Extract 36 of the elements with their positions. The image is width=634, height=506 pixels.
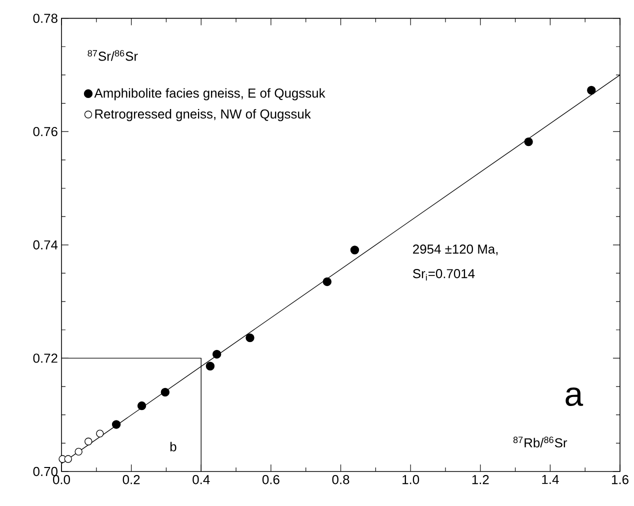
point xyxy=(137,401,146,410)
annotation: a xyxy=(566,387,584,406)
x-tick-label: 1.4 xyxy=(542,475,559,484)
point xyxy=(74,448,82,456)
x-axis-title: $^{87}$Rb/$^{86}$Sr xyxy=(513,436,568,448)
point xyxy=(212,350,222,359)
legend-label: Amphibolite facies gneiss, E of Qugssuk xyxy=(94,88,326,100)
x-tick-label: 0.4 xyxy=(192,475,210,484)
point xyxy=(64,455,72,463)
y-axis-title: $^{87}$Sr/$^{86}$Sr xyxy=(88,50,138,61)
point xyxy=(350,246,360,254)
x-tick-label: 0.2 xyxy=(122,475,140,484)
point xyxy=(246,333,254,342)
annotation: 2954 ±120 Ma, xyxy=(413,244,498,256)
y-tick-label: 0.72 xyxy=(33,354,58,363)
point xyxy=(206,362,215,370)
x-tick-label: 1.2 xyxy=(472,475,489,484)
x-tick-label: 0.6 xyxy=(262,475,280,484)
y-tick-label: 0.76 xyxy=(33,127,58,136)
point xyxy=(112,420,121,429)
y-tick-label: 0.74 xyxy=(33,240,58,250)
y-tick-label: 0.78 xyxy=(33,14,58,23)
y-tick-label: 0.70 xyxy=(33,466,58,476)
point xyxy=(524,137,533,146)
legend-label: Retrogressed gneiss, NW of Qugssuk xyxy=(95,109,311,122)
annotation: Sr$_{i}$=0.7014 xyxy=(413,269,475,281)
point xyxy=(84,438,92,446)
x-tick-label: 0.8 xyxy=(332,475,350,484)
annotation: b xyxy=(170,442,176,452)
x-tick-label: 1.6 xyxy=(612,475,628,484)
x-tick-label: 1.0 xyxy=(402,475,420,484)
point xyxy=(96,430,104,438)
point xyxy=(587,86,596,95)
x-tick-label: 0.0 xyxy=(53,475,70,484)
point xyxy=(322,277,332,286)
point xyxy=(160,388,170,397)
